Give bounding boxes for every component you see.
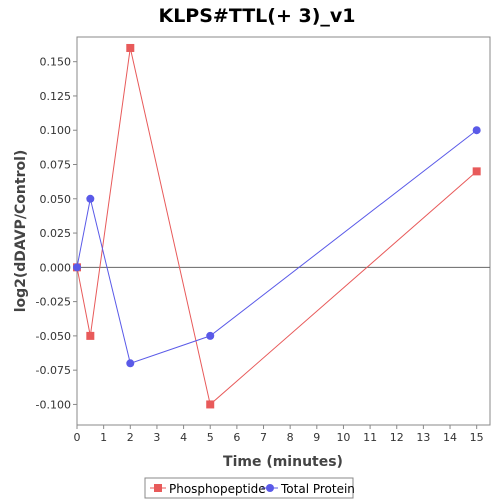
x-tick-label: 12 <box>390 431 404 444</box>
x-tick-label: 7 <box>260 431 267 444</box>
x-tick-label: 15 <box>470 431 484 444</box>
y-tick-label: -0.050 <box>36 330 71 343</box>
data-point-phosphopeptide <box>126 43 135 52</box>
x-tick-label: 3 <box>153 431 160 444</box>
series-layer <box>73 43 481 409</box>
y-tick-label: 0.050 <box>40 193 72 206</box>
data-point-total-protein <box>472 126 481 135</box>
plot-area <box>76 36 491 426</box>
x-tick-label: 13 <box>416 431 430 444</box>
x-tick-label: 8 <box>287 431 294 444</box>
x-tick-label: 9 <box>313 431 320 444</box>
y-tick-label: 0.000 <box>40 261 72 274</box>
legend: Phosphopeptide Total Protein <box>144 477 355 499</box>
data-point-phosphopeptide <box>86 331 95 340</box>
x-tick-label: 2 <box>127 431 134 444</box>
x-tick-label: 4 <box>180 431 187 444</box>
data-point-phosphopeptide <box>472 167 481 176</box>
legend-box <box>144 477 354 499</box>
data-point-total-protein <box>86 194 95 203</box>
x-tick-label: 0 <box>74 431 81 444</box>
x-axis: 0 1 2 3 4 5 6 7 8 9 10 11 12 13 14 15 <box>74 425 484 444</box>
y-tick-label: 0.150 <box>40 56 72 69</box>
x-tick-label: 11 <box>363 431 377 444</box>
legend-phosphopeptide-label: Phosphopeptide <box>169 482 266 496</box>
x-tick-label: 10 <box>336 431 350 444</box>
chart-title: KLPS#TTL(+ 3)_v1 <box>158 5 355 27</box>
y-axis: -0.100 -0.075 -0.050 -0.025 0.000 0.025 0.050 0… <box>36 56 77 411</box>
y-axis-label: log2(dDAVP/Control) <box>13 150 29 313</box>
y-tick-label: 0.125 <box>40 90 72 103</box>
y-tick-label: 0.075 <box>40 159 72 172</box>
y-tick-label: -0.025 <box>36 296 71 309</box>
data-point-total-protein <box>126 359 135 368</box>
x-tick-label: 6 <box>233 431 240 444</box>
y-tick-label: -0.075 <box>36 364 71 377</box>
x-tick-label: 14 <box>443 431 457 444</box>
x-tick-label: 5 <box>207 431 214 444</box>
y-tick-label: -0.100 <box>36 398 71 411</box>
y-tick-label: 0.025 <box>40 227 72 240</box>
x-axis-label: Time (minutes) <box>223 454 343 470</box>
legend-total-protein-label: Total Protein <box>280 482 355 496</box>
legend-total-protein-marker <box>266 484 274 492</box>
data-point-total-protein <box>73 263 81 272</box>
x-tick-label: 1 <box>100 431 107 444</box>
y-tick-label: 0.100 <box>40 124 72 137</box>
data-point-phosphopeptide <box>206 400 215 409</box>
legend-phosphopeptide-marker <box>154 484 162 492</box>
data-point-total-protein <box>206 331 215 340</box>
